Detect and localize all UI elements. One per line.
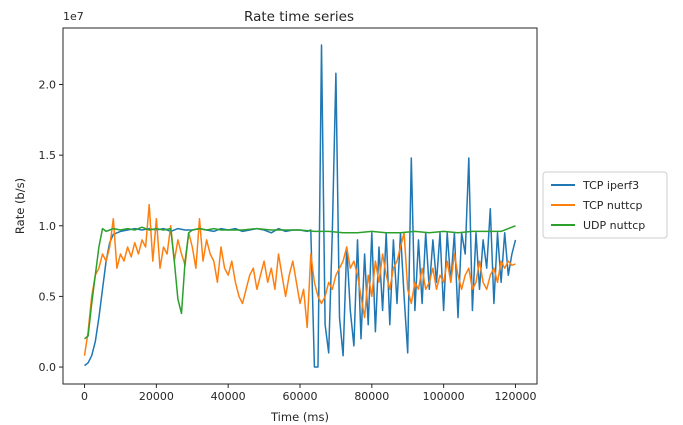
y-tick-label: 2.0 bbox=[39, 79, 57, 92]
series-line-1 bbox=[83, 203, 516, 356]
y-offset-text: 1e7 bbox=[63, 10, 84, 23]
x-axis-label: Time (ms) bbox=[270, 410, 329, 424]
legend-label-2: UDP nuttcp bbox=[583, 219, 645, 232]
x-tick-label: 80000 bbox=[354, 390, 389, 403]
y-axis: 0.0 0.5 1.0 1.5 2.0 bbox=[39, 79, 63, 374]
y-tick-label: 0.0 bbox=[39, 361, 57, 374]
x-tick-label: 40000 bbox=[211, 390, 246, 403]
y-tick-label: 1.5 bbox=[39, 149, 57, 162]
x-tick-label: 20000 bbox=[139, 390, 174, 403]
legend-label-1: TCP nuttcp bbox=[582, 199, 643, 212]
legend-label-0: TCP iperf3 bbox=[582, 179, 639, 192]
x-tick-label: 60000 bbox=[283, 390, 318, 403]
legend-box bbox=[542, 171, 668, 239]
y-tick-label: 0.5 bbox=[39, 290, 57, 303]
chart-title: Rate time series bbox=[244, 9, 354, 25]
series-line-2 bbox=[84, 225, 516, 340]
x-tick-label: 120000 bbox=[494, 390, 536, 403]
x-tick-label: 100000 bbox=[423, 390, 465, 403]
x-tick-label: 0 bbox=[81, 390, 88, 403]
y-tick-label: 1.0 bbox=[39, 220, 57, 233]
legend: TCP iperf3 TCP nuttcp UDP nuttcp bbox=[542, 171, 668, 239]
y-axis-label: Rate (b/s) bbox=[13, 178, 27, 234]
x-axis: 0 20000 40000 60000 80000 100000 120000 bbox=[81, 384, 536, 403]
plot-frame bbox=[62, 27, 538, 385]
